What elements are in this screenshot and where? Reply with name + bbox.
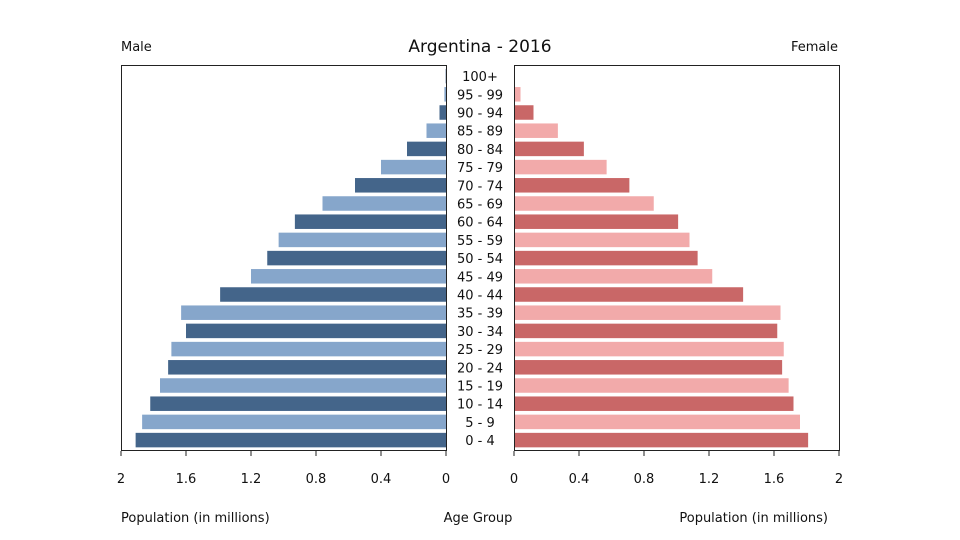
female-plot-frame: [514, 65, 840, 451]
male-tick-label: 0.4: [371, 472, 392, 487]
age-group-label: 20 - 24: [457, 361, 503, 376]
female-bar: [514, 360, 783, 375]
male-tick-label: 0: [442, 472, 450, 487]
male-bars-group: [135, 68, 447, 448]
female-bar: [514, 341, 784, 357]
female-bar: [514, 123, 558, 138]
male-bar: [142, 414, 446, 430]
male-bar: [381, 159, 446, 175]
age-group-label: 35 - 39: [457, 307, 503, 322]
age-group-label: 60 - 64: [457, 216, 503, 231]
axis-ticks-group: 0 0 0.4 0.4 0.8 0.8 1.2 1.2 1.6 1.6 2 2: [117, 451, 843, 487]
age-group-label: 5 - 9: [465, 416, 495, 431]
age-group-label: 10 - 14: [457, 398, 503, 413]
female-bar: [514, 178, 630, 193]
male-bar: [220, 287, 446, 302]
female-bar: [514, 287, 744, 302]
female-bar: [514, 269, 713, 284]
female-tick-label: 0: [510, 472, 518, 487]
age-group-label: 30 - 34: [457, 325, 503, 340]
male-bar: [168, 360, 446, 375]
female-tick-label: 2: [835, 472, 843, 487]
female-tick-label: 0.8: [634, 472, 655, 487]
male-bar: [445, 68, 447, 84]
male-bar: [150, 396, 446, 411]
male-bar: [294, 214, 446, 229]
female-bars-group: [514, 68, 809, 448]
age-group-label: 100+: [462, 70, 498, 85]
male-bar: [322, 196, 446, 211]
female-bar: [514, 323, 778, 339]
male-tick-label: 0.8: [306, 472, 327, 487]
age-group-label: 50 - 54: [457, 252, 503, 267]
female-bar: [514, 378, 789, 393]
male-label: Male: [121, 40, 152, 55]
female-tick-label: 0.4: [569, 472, 590, 487]
male-bar: [444, 87, 446, 102]
age-group-labels: 100+ 95 - 99 90 - 94 85 - 89 80 - 84 75 - 79 7…: [457, 70, 503, 449]
female-bar: [514, 250, 698, 266]
age-group-label: 40 - 44: [457, 289, 503, 304]
female-tick-label: 1.2: [699, 472, 720, 487]
male-bar: [181, 305, 446, 320]
age-group-label: 80 - 84: [457, 143, 503, 158]
age-group-axis-title: Age Group: [444, 511, 513, 526]
female-bar: [514, 305, 781, 320]
male-bar: [439, 105, 446, 120]
age-group-label: 0 - 4: [465, 434, 495, 449]
male-bar: [407, 141, 446, 157]
chart-title: Argentina - 2016: [408, 37, 551, 57]
male-tick-label: 1.2: [241, 472, 262, 487]
female-x-axis-title: Population (in millions): [679, 511, 828, 526]
age-group-label: 55 - 59: [457, 234, 503, 249]
male-bar: [251, 269, 446, 284]
female-bar: [514, 432, 809, 448]
male-bar: [267, 250, 446, 266]
male-tick-label: 2: [117, 472, 125, 487]
female-bar: [514, 105, 534, 120]
male-bar: [186, 323, 446, 339]
male-bar: [171, 341, 446, 357]
female-label: Female: [791, 40, 838, 55]
age-group-label: 65 - 69: [457, 198, 503, 213]
age-group-label: 45 - 49: [457, 270, 503, 285]
age-group-label: 75 - 79: [457, 161, 503, 176]
female-bar: [514, 232, 690, 248]
female-bar: [514, 141, 584, 157]
female-tick-label: 1.6: [764, 472, 785, 487]
male-bar: [355, 178, 446, 193]
age-group-label: 15 - 19: [457, 380, 503, 395]
male-x-axis-title: Population (in millions): [121, 511, 270, 526]
male-bar: [135, 432, 446, 448]
age-group-label: 95 - 99: [457, 88, 503, 103]
age-group-label: 90 - 94: [457, 107, 503, 122]
female-bar: [514, 214, 679, 229]
male-bar: [426, 123, 446, 138]
male-bar: [278, 232, 446, 248]
male-bar: [160, 378, 446, 393]
female-bar: [514, 414, 800, 430]
age-group-label: 25 - 29: [457, 343, 503, 358]
male-tick-label: 1.6: [176, 472, 197, 487]
female-bar: [514, 87, 521, 102]
female-bar: [514, 159, 607, 175]
female-bar: [514, 196, 654, 211]
female-bar: [514, 396, 794, 411]
male-plot-frame: [121, 65, 447, 451]
age-group-label: 70 - 74: [457, 179, 503, 194]
age-group-label: 85 - 89: [457, 125, 503, 140]
